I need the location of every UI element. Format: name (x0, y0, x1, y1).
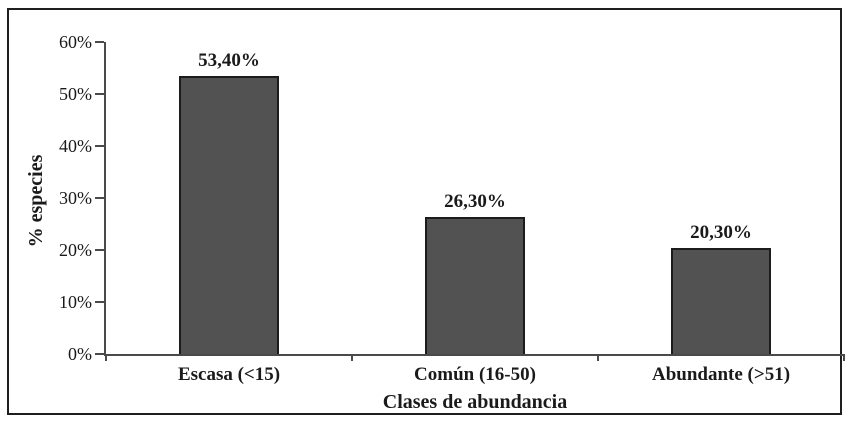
plot-area: 0% 10% 20% 30% 40% 50% 60% 53,40% Escasa (<15) 26… (59, 32, 845, 385)
y-tick-mark (95, 197, 104, 199)
y-tick-mark (95, 145, 104, 147)
x-category-label: Abundante (>51) (651, 364, 791, 385)
x-tick-mark (105, 354, 107, 361)
y-tick-label: 20% (59, 240, 92, 260)
chart-frame-border: % especies Clases de abundancia 0% 10% 20%… (7, 8, 845, 415)
x-tick-mark (597, 354, 599, 361)
x-category-label: Escasa (<15) (177, 364, 281, 385)
y-tick-mark (95, 301, 104, 303)
y-tick-label: 50% (59, 84, 92, 104)
bar-común (425, 217, 525, 354)
y-tick-label: 30% (59, 188, 92, 208)
y-tick-label: 40% (59, 136, 92, 156)
x-category-label: Común (16-50) (414, 364, 536, 385)
y-tick-label: 10% (59, 292, 92, 312)
y-tick-label: 0% (68, 344, 92, 364)
x-tick-mark (351, 354, 353, 361)
x-tick-mark (843, 354, 845, 361)
y-axis-line (104, 42, 106, 354)
x-axis-title: Clases de abundancia (382, 391, 568, 413)
y-tick-label: 60% (59, 32, 92, 52)
bar-escasa (179, 76, 279, 354)
bar-value-label: 20,30% (690, 222, 752, 244)
bar-abundante (671, 248, 771, 354)
y-tick-mark (95, 249, 104, 251)
y-tick-mark (95, 353, 104, 355)
bar-value-label: 26,30% (444, 191, 506, 213)
bar-value-label: 53,40% (198, 50, 260, 72)
y-tick-mark (95, 93, 104, 95)
x-axis-line (104, 354, 844, 356)
y-tick-mark (95, 41, 104, 43)
